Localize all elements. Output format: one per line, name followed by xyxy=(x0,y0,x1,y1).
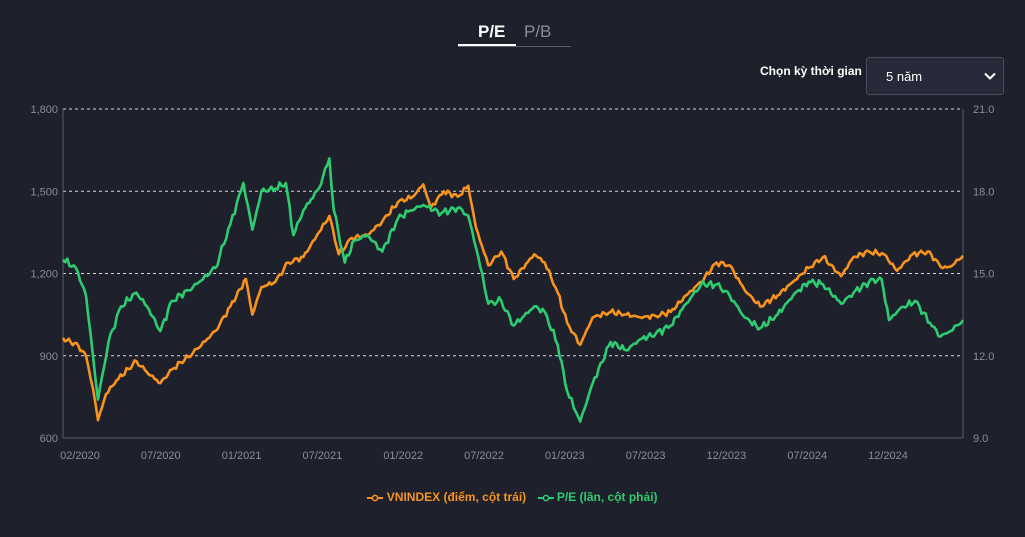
tab-pb[interactable]: P/B xyxy=(524,22,552,41)
y-left-tick-label: 1,800 xyxy=(30,104,58,116)
y-right-tick-label: 12.0 xyxy=(973,351,994,363)
vnindex-line xyxy=(61,183,965,422)
pe-vnindex-chart: 600 900 1,200 1,500 1,800 9.0 12.0 15.0 18.0 21.0… xyxy=(30,104,994,462)
chart-legend: VNINDEX (điểm, cột trái) P/E (lần, cột p… xyxy=(0,490,1025,504)
x-tick-label: 12/2023 xyxy=(707,450,747,462)
y-right-tick-label: 15.0 xyxy=(973,269,994,281)
chart-tabs: P/E P/B xyxy=(458,20,571,47)
y-left-tick-label: 1,200 xyxy=(30,269,58,281)
period-selected-value: 5 năm xyxy=(886,69,923,84)
x-tick-label: 07/2021 xyxy=(303,450,343,462)
x-tick-label: 07/2020 xyxy=(141,450,181,462)
y-left-tick-label: 900 xyxy=(40,351,58,363)
y-right-tick-label: 18.0 xyxy=(973,186,994,198)
x-tick-label: 07/2023 xyxy=(626,450,666,462)
legend-item-pe[interactable]: P/E (lần, cột phải) xyxy=(537,490,658,504)
x-tick-label: 12/2024 xyxy=(868,450,908,462)
tab-pe[interactable]: P/E xyxy=(478,22,506,41)
pe-line xyxy=(62,157,965,423)
legend-label-pe: P/E (lần, cột phải) xyxy=(556,490,658,504)
legend-swatch-pe xyxy=(537,494,554,502)
legend-swatch-vnindex xyxy=(367,494,384,502)
x-tick-label: 02/2020 xyxy=(60,450,100,462)
x-tick-label: 01/2021 xyxy=(222,450,262,462)
y-right-tick-label: 21.0 xyxy=(973,104,994,116)
y-left-tick-label: 1,500 xyxy=(30,186,58,198)
y-right-tick-label: 9.0 xyxy=(973,433,988,445)
legend-label-vnindex: VNINDEX (điểm, cột trái) xyxy=(386,490,527,504)
x-tick-label: 01/2023 xyxy=(545,450,585,462)
y-left-tick-label: 600 xyxy=(40,433,58,445)
legend-item-vnindex[interactable]: VNINDEX (điểm, cột trái) xyxy=(367,490,526,504)
active-tab-indicator xyxy=(458,44,516,46)
x-tick-label: 07/2024 xyxy=(787,450,827,462)
period-label: Chọn kỳ thời gian xyxy=(760,64,862,78)
chevron-down-icon xyxy=(984,72,996,80)
x-tick-label: 01/2022 xyxy=(383,450,423,462)
period-select[interactable]: 5 năm xyxy=(866,57,1004,95)
x-tick-label: 07/2022 xyxy=(464,450,504,462)
